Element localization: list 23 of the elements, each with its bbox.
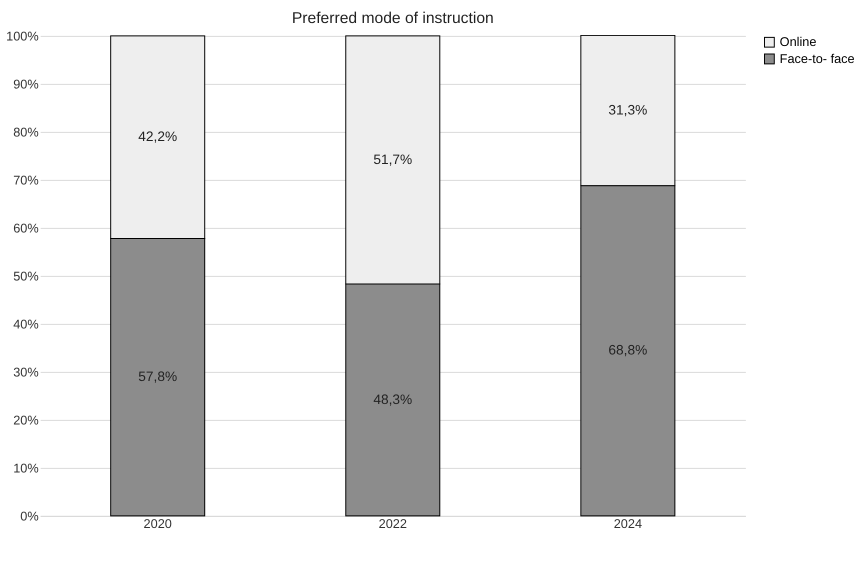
y-tick-label: 100% (6, 28, 39, 44)
data-label: 48,3% (373, 392, 412, 407)
data-label: 42,2% (138, 129, 178, 144)
y-tick-label: 80% (13, 124, 39, 140)
data-label: 51,7% (373, 152, 412, 167)
x-tick-label: 2020 (144, 516, 172, 532)
data-label: 57,8% (138, 369, 178, 384)
legend-label: Face-to- face (780, 50, 855, 66)
data-label: 31,3% (608, 102, 648, 118)
y-tick-label: 10% (13, 460, 39, 476)
y-tick-label: 70% (13, 172, 39, 188)
y-tick-label: 0% (20, 508, 39, 524)
y-tick-label: 90% (13, 76, 39, 92)
data-label: 68,8% (608, 342, 648, 358)
y-tick-label: 30% (13, 364, 39, 380)
x-tick-label: 2024 (614, 516, 642, 532)
y-tick-label: 20% (13, 412, 39, 428)
y-tick-label: 50% (13, 268, 39, 284)
y-tick-label: 40% (13, 316, 39, 332)
y-tick-label: 60% (13, 220, 39, 236)
chart-title: Preferred mode of instruction (292, 10, 494, 28)
x-tick-label: 2022 (378, 516, 407, 532)
legend-label: Online (780, 34, 816, 50)
